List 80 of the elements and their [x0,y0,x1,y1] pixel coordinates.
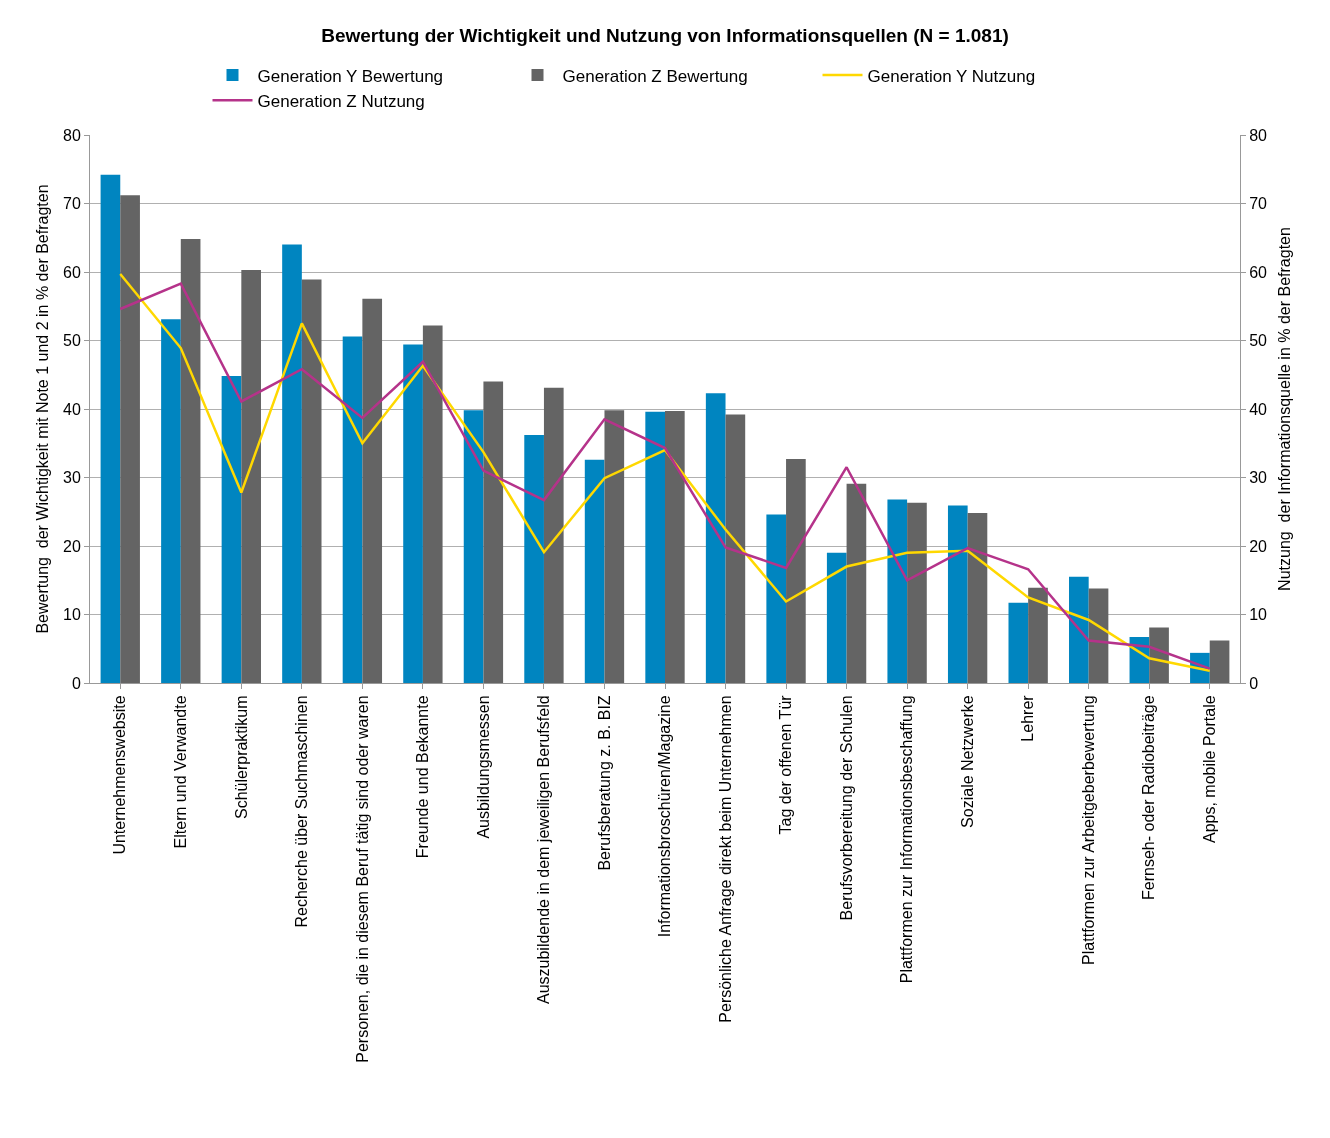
bar [665,411,685,683]
bar [584,459,605,683]
x-tick-label: Plattformen zur Arbeitgeberbewertung [1079,695,1097,965]
bar [422,325,443,683]
bar [766,514,787,683]
x-tick-label: Tag der offenen Tür [777,694,795,835]
x-tick-label: Informationsbroschüren/Magazine [656,695,674,938]
y-tick-label: 70 [63,195,81,213]
bar [100,174,121,683]
y2-tick-label: 40 [1249,400,1268,418]
bar [342,336,363,683]
y2-axis-title: Nutzung der Informationsquelle in % der Befragten [1276,227,1293,591]
bar [887,499,908,683]
bar [1008,602,1029,683]
bar [645,411,665,683]
bar [483,381,504,683]
chart-title: Bewertung der Wichtigkeit und Nutzung von Informationsquellen (N = 1.081) [321,24,1009,46]
bar [604,410,625,683]
bar [180,239,201,683]
bar [1149,627,1169,683]
y-tick-label: 0 [71,674,81,692]
bar [967,513,988,683]
y2-tick-label: 30 [1249,469,1268,487]
x-tick-label: Unternehmenswebsite [111,695,129,855]
y2-tick-label: 70 [1249,195,1268,213]
x-tick-label: Eltern und Verwandte [171,695,189,849]
bar [161,319,181,683]
bar [221,376,242,683]
y2-tick-label: 50 [1249,332,1268,350]
x-tick-label: Personen, die in diesem Beruf tätig sind oder waren [353,695,371,1063]
y-tick-label: 10 [63,606,81,624]
bar [362,298,383,683]
legend-label: Generation Y Nutzung [867,66,1036,86]
x-tick-label: Lehrer [1019,694,1037,742]
y2-tick-label: 0 [1249,674,1259,692]
x-tick-label: Apps, mobile Portale [1200,695,1218,844]
bar [947,505,968,683]
legend-label: Generation Z Nutzung [257,91,425,111]
y-axis-title: Bewertung der Wichtigkeit mit Note 1 und 2 in % der Befragten [34,184,51,634]
y-tick-label: 80 [63,126,81,144]
bar [403,344,423,683]
bar [1028,587,1048,683]
bar [463,410,484,683]
x-tick-label: Schülerpraktikum [232,695,250,820]
x-tick-label: Plattformen zur Informationsbeschaffung [898,695,916,984]
x-tick-label: Recherche über Suchmaschinen [293,695,311,928]
y-tick-label: 30 [63,469,81,487]
bar [524,435,544,683]
y2-tick-label: 80 [1249,126,1268,144]
y-tick-label: 20 [63,537,81,555]
legend-label: Generation Y Bewertung [257,66,444,86]
bar [846,483,867,683]
bar [120,195,140,683]
bar [1209,640,1230,683]
bar [725,414,746,683]
legend-label: Generation Z Bewertung [562,66,748,86]
y2-tick-label: 60 [1249,263,1268,281]
bar [907,502,927,683]
x-tick-label: Soziale Netzwerke [958,695,976,828]
y-tick-label: 50 [63,332,81,350]
bar [786,459,806,683]
x-tick-label: Freunde und Bekannte [414,695,432,859]
x-tick-label: Fernseh- oder Radiobeiträge [1140,695,1158,900]
x-tick-label: Berufsberatung z. B. BIZ [595,695,613,871]
bar [1088,588,1109,683]
y2-tick-label: 20 [1249,537,1268,555]
x-tick-label: Persönliche Anfrage direkt beim Unternehmen [716,695,734,1023]
bar [826,552,847,683]
y-tick-label: 40 [63,400,81,418]
bar [705,393,726,683]
y-tick-label: 60 [63,263,81,281]
y2-tick-label: 10 [1249,606,1268,624]
bar [1069,576,1089,683]
x-tick-label: Auszubildende in dem jeweiligen Berufsfeld [535,695,553,1005]
bar [241,269,261,683]
bar [543,387,564,683]
bar [282,244,302,683]
bar [301,279,322,683]
x-tick-label: Berufsvorbereitung der Schulen [837,695,855,921]
x-tick-label: Ausbildungsmessen [474,695,492,839]
